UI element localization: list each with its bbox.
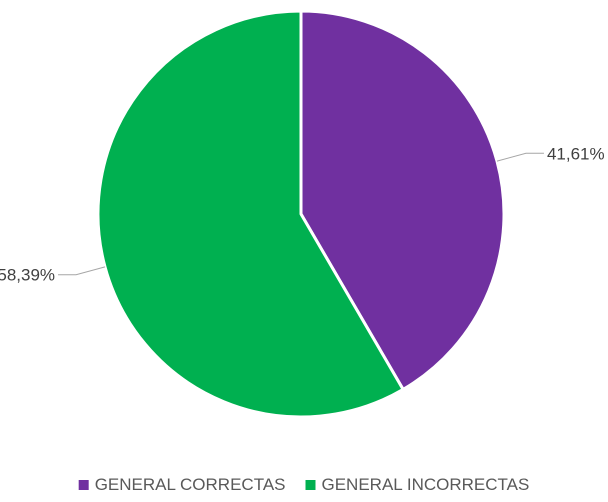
legend-swatch-correctas <box>78 480 89 490</box>
pie-slice-incorrectas <box>96 9 405 419</box>
leader-line-correctas <box>496 152 544 162</box>
pie-slice-correctas <box>299 9 506 391</box>
legend-swatch-incorrectas <box>305 480 316 490</box>
data-label-correctas: 41,61% <box>547 144 605 163</box>
legend-label-correctas: GENERAL CORRECTAS <box>95 475 286 494</box>
legend: GENERAL CORRECTAS GENERAL INCORRECTAS <box>78 475 530 494</box>
leader-lines <box>58 152 544 276</box>
leader-line-incorrectas <box>58 266 106 276</box>
data-label-incorrectas: 58,39% <box>0 266 55 285</box>
pie-slices <box>96 9 506 419</box>
legend-label-incorrectas: GENERAL INCORRECTAS <box>322 475 530 494</box>
data-labels: 41,61% 58,39% <box>0 144 605 284</box>
